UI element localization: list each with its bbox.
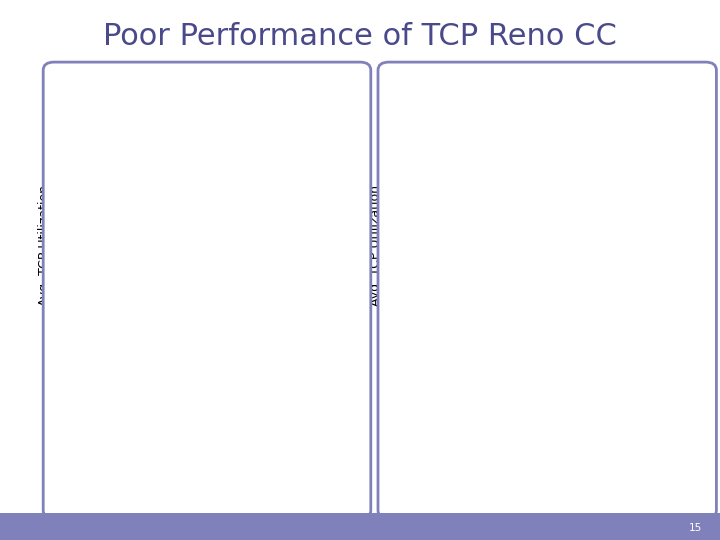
Text: TCP-RED-ECN: TCP-RED-ECN	[95, 379, 184, 392]
Text: 50 flows in both directions
Buffer = BW x Delay
BW = 155 Mb/s: 50 flows in both directions Buffer = BW …	[525, 90, 672, 128]
X-axis label: Round Trip Delay (sec): Round Trip Delay (sec)	[475, 435, 616, 448]
Text: TCP-RED-ECN: TCP-RED-ECN	[427, 379, 516, 392]
Y-axis label: Avg. TCP Utilization: Avg. TCP Utilization	[369, 185, 382, 306]
Text: 15: 15	[689, 523, 702, 533]
Text: 50 flows in both directions
Buffer = BW x Delay
RTT = 80 ms: 50 flows in both directions Buffer = BW …	[179, 90, 326, 128]
Text: Poor Performance of TCP Reno CC: Poor Performance of TCP Reno CC	[103, 22, 617, 51]
X-axis label: Bottleneck Bandwidth (Mb/s): Bottleneck Bandwidth (Mb/s)	[117, 435, 297, 448]
Y-axis label: Avg. TCP Utilization: Avg. TCP Utilization	[38, 185, 51, 306]
